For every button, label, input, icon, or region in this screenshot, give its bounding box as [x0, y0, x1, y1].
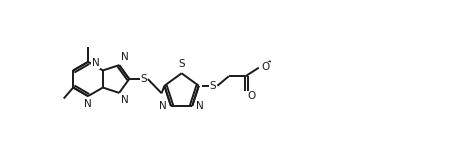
Text: N: N [121, 52, 129, 62]
Text: S: S [210, 81, 217, 91]
Text: N: N [121, 95, 129, 105]
Text: N: N [84, 99, 92, 109]
Text: S: S [140, 74, 147, 84]
Text: N: N [92, 58, 99, 68]
Text: N: N [159, 101, 167, 111]
Text: O: O [248, 91, 256, 101]
Text: O: O [261, 62, 269, 72]
Text: S: S [178, 59, 185, 69]
Text: N: N [197, 101, 204, 111]
